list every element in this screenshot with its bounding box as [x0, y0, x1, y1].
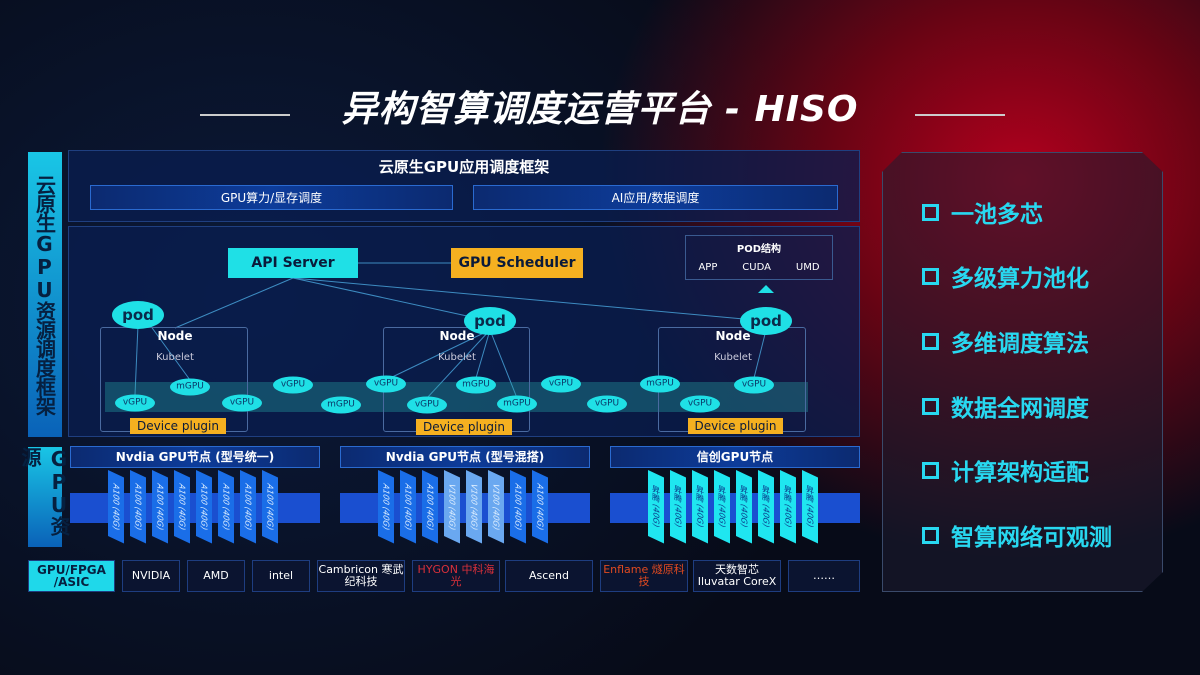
gpu-card: A100 (40G)	[196, 470, 212, 544]
gpu-group-title: Nvdia GPU节点 (型号混搭)	[340, 446, 590, 468]
resources-side-label: GPU资源	[18, 447, 71, 547]
feature-item: 数据全网调度	[922, 389, 1089, 423]
feature-item: 多维调度算法	[922, 324, 1089, 358]
pod-ellipse: pod	[464, 307, 516, 335]
vgpu-ellipse: vGPU	[222, 394, 262, 412]
vendor-logo-1: NVIDIA	[122, 560, 180, 592]
gpu-card: A100 (40G)	[240, 470, 256, 544]
node-label-3: Node	[715, 329, 751, 343]
pod-ellipse: pod	[112, 301, 164, 329]
gpu-card: V100 (40G)	[488, 470, 504, 544]
pod-item-app: APP	[698, 262, 718, 273]
checkbox-square-icon	[922, 526, 939, 544]
mgpu-ellipse: mGPU	[456, 376, 496, 394]
gpu-card: 昇腾 (40G)	[714, 470, 730, 544]
feature-text: 多维调度算法	[951, 331, 1089, 357]
ai-data-scheduling-bar: AI应用/数据调度	[473, 185, 838, 210]
feature-text: 计算架构适配	[951, 460, 1089, 486]
up-arrow-icon	[758, 285, 774, 293]
api-server-box: API Server	[228, 248, 358, 278]
checkbox-square-icon	[922, 397, 939, 415]
gpu-card: A100 (40G)	[108, 470, 124, 544]
title-decor-right	[915, 114, 1005, 116]
gpu-card: A100 (40G)	[218, 470, 234, 544]
vgpu-ellipse: vGPU	[680, 395, 720, 413]
framework-header: 云原生GPU应用调度框架	[378, 158, 550, 176]
feature-item: 智算网络可观测	[922, 518, 1112, 552]
feature-text: 一池多芯	[951, 202, 1043, 228]
gpu-card: A100 (40G)	[510, 470, 526, 544]
gpu-card: A100 (40G)	[400, 470, 416, 544]
vgpu-ellipse: vGPU	[366, 375, 406, 393]
checkbox-square-icon	[922, 203, 939, 221]
pod-item-cuda: CUDA	[742, 262, 771, 273]
device-plugin-3: Device plugin	[688, 418, 783, 434]
gpu-card: A100 (40G)	[532, 470, 548, 544]
vendor-logo-8: 天数智芯 Iluvatar CoreX	[693, 560, 781, 592]
mgpu-ellipse: mGPU	[640, 375, 680, 393]
vendor-logo-4: Cambricon 寒武纪科技	[317, 560, 405, 592]
gpu-card: A100 (40G)	[378, 470, 394, 544]
checkbox-square-icon	[922, 332, 939, 350]
node-label-2: Node	[439, 329, 475, 343]
title-decor-left	[200, 114, 290, 116]
gpu-card: 昇腾 (40G)	[648, 470, 664, 544]
vendor-logo-3: intel	[252, 560, 310, 592]
gpu-card: V100 (40G)	[466, 470, 482, 544]
checkbox-square-icon	[922, 461, 939, 479]
framework-side-label: 云原生GPU资源调度框架	[28, 152, 62, 437]
gpu-scheduler-box: GPU Scheduler	[451, 248, 583, 278]
feature-text: 数据全网调度	[951, 396, 1089, 422]
gpu-card: 昇腾 (40G)	[670, 470, 686, 544]
gpu-card: A100 (40G)	[422, 470, 438, 544]
device-plugin-2: Device plugin	[416, 419, 512, 435]
kubelet-label-1: Kubelet	[156, 352, 194, 363]
feature-text: 多级算力池化	[951, 266, 1089, 292]
gpu-card: A100 (40G)	[262, 470, 278, 544]
pod-structure-box: POD结构 APP CUDA UMD	[685, 235, 833, 280]
gpu-group-title: 信创GPU节点	[610, 446, 860, 468]
gpu-card: A100 (40G)	[174, 470, 190, 544]
gpu-card: A100 (40G)	[152, 470, 168, 544]
vendor-logo-5: HYGON 中科海光	[412, 560, 500, 592]
features-panel	[882, 152, 1163, 592]
gpu-card: 昇腾 (40G)	[780, 470, 796, 544]
kubelet-label-2: Kubelet	[438, 352, 476, 363]
vendor-logo-6: Ascend	[505, 560, 593, 592]
feature-item: 多级算力池化	[922, 259, 1089, 293]
mgpu-ellipse: mGPU	[321, 396, 361, 414]
vendor-logo-9: ……	[788, 560, 860, 592]
gpu-memory-scheduling-bar: GPU算力/显存调度	[90, 185, 453, 210]
vendor-logo-7: Enflame 燧原科技	[600, 560, 688, 592]
gpu-card: 昇腾 (40G)	[692, 470, 708, 544]
gpu-card: V100 (40G)	[444, 470, 460, 544]
page-title: 异构智算调度运营平台 - HISO	[341, 89, 859, 130]
vendor-logo-2: AMD	[187, 560, 245, 592]
checkbox-square-icon	[922, 267, 939, 285]
vendor-label: GPU/FPGA /ASIC	[28, 560, 115, 592]
vgpu-ellipse: vGPU	[273, 376, 313, 394]
gpu-group-title: Nvdia GPU节点 (型号统一)	[70, 446, 320, 468]
feature-item: 计算架构适配	[922, 453, 1089, 487]
feature-text: 智算网络可观测	[951, 525, 1112, 551]
vgpu-ellipse: vGPU	[407, 396, 447, 414]
pod-ellipse: pod	[740, 307, 792, 335]
vgpu-ellipse: vGPU	[734, 376, 774, 394]
node-label-1: Node	[157, 329, 193, 343]
device-plugin-1: Device plugin	[130, 418, 226, 434]
pod-structure-title: POD结构	[736, 244, 782, 255]
kubelet-label-3: Kubelet	[714, 352, 752, 363]
gpu-card: A100 (40G)	[130, 470, 146, 544]
gpu-card: 昇腾 (40G)	[802, 470, 818, 544]
gpu-card: 昇腾 (40G)	[736, 470, 752, 544]
feature-item: 一池多芯	[922, 195, 1043, 229]
vgpu-ellipse: vGPU	[115, 394, 155, 412]
pod-item-umd: UMD	[795, 262, 820, 273]
vgpu-ellipse: vGPU	[541, 375, 581, 393]
mgpu-ellipse: mGPU	[170, 378, 210, 396]
gpu-card: 昇腾 (40G)	[758, 470, 774, 544]
mgpu-ellipse: mGPU	[497, 395, 537, 413]
vgpu-ellipse: vGPU	[587, 395, 627, 413]
